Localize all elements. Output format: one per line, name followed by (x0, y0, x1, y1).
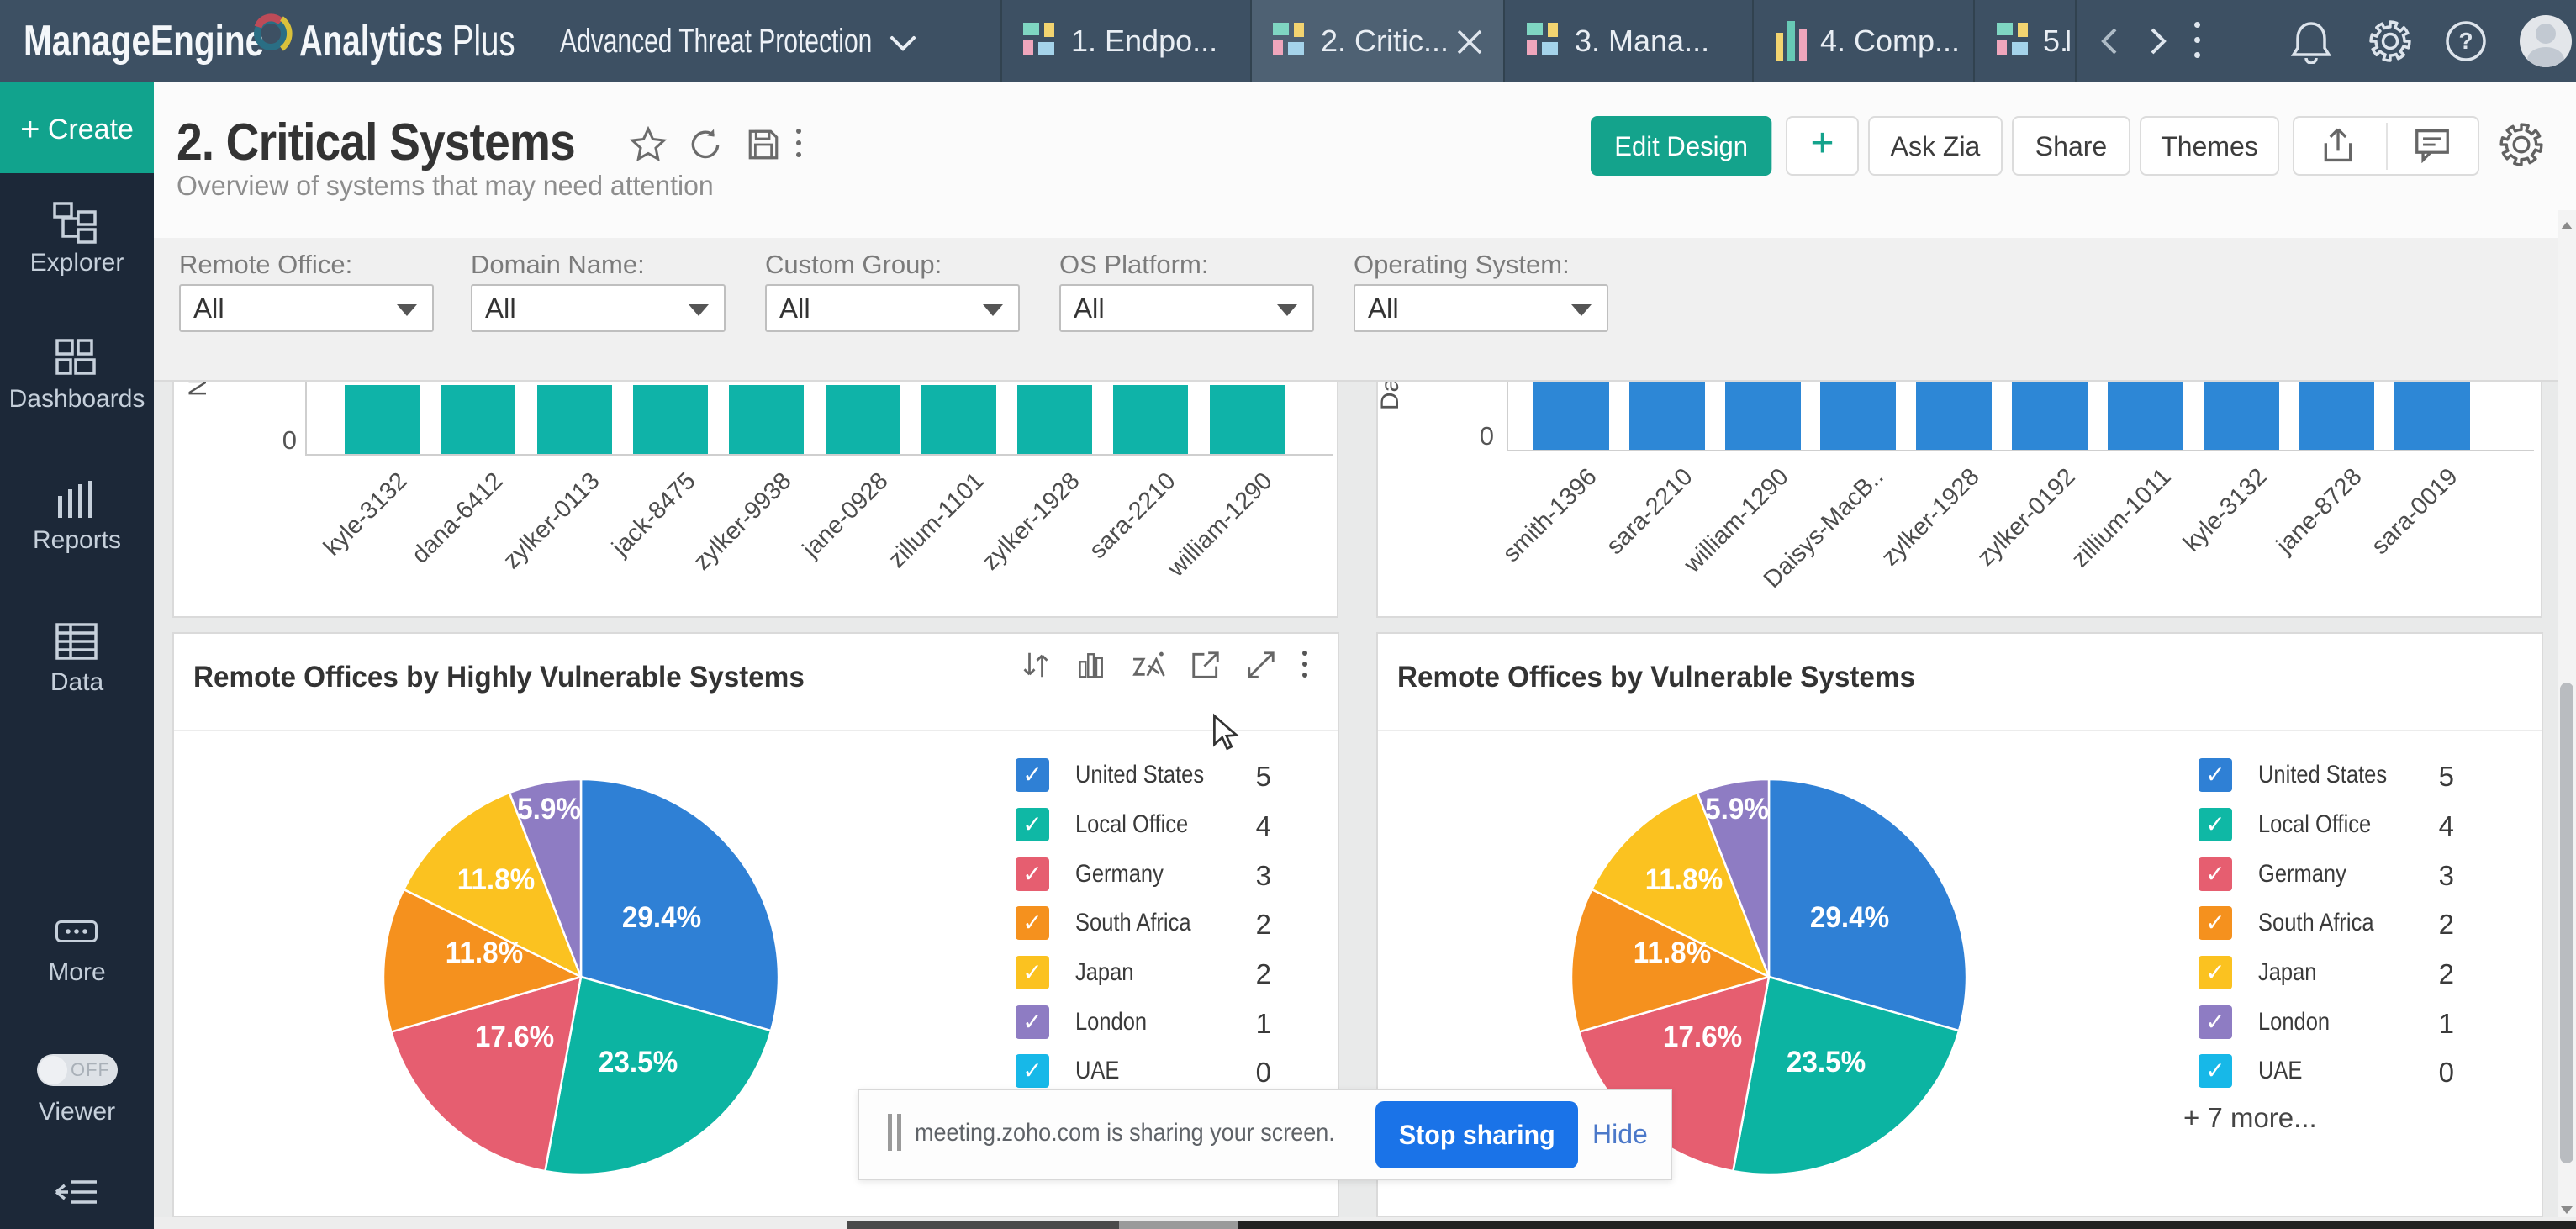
svg-text:?: ? (2458, 28, 2473, 54)
